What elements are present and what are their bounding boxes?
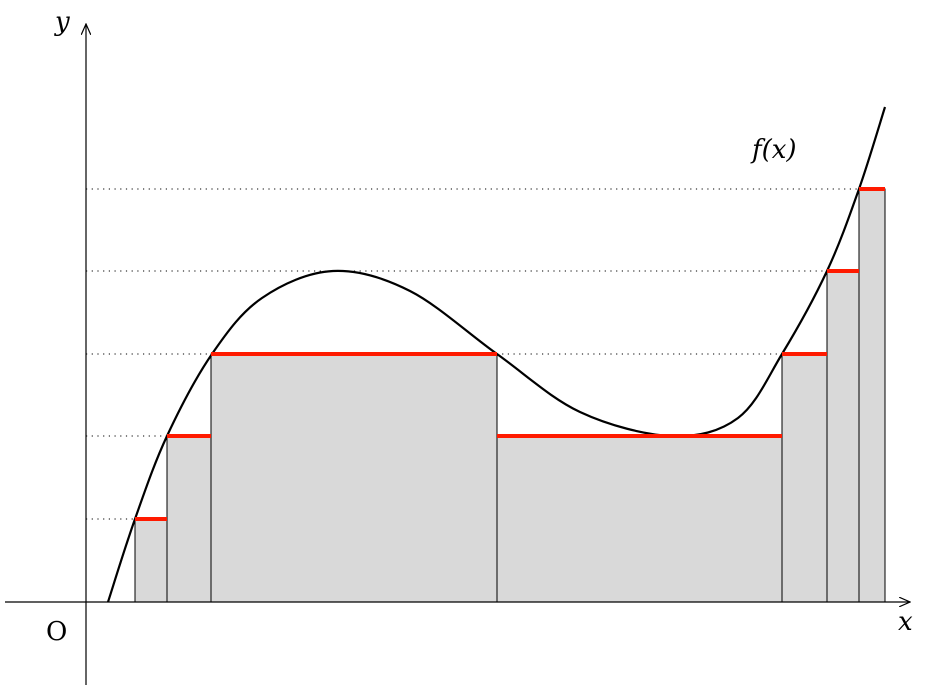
y-axis-label: y (54, 7, 70, 37)
level-rectangle (166, 435, 212, 603)
level-rectangle (781, 353, 828, 603)
level-rectangle (496, 435, 783, 603)
function-label: f(x) (750, 135, 797, 165)
level-rectangle (210, 353, 498, 603)
level-lines (135, 187, 885, 521)
level-rectangles (134, 188, 886, 603)
level-rectangle (826, 270, 860, 603)
x-axis-label: x (898, 607, 913, 637)
origin-label: O (46, 617, 67, 647)
level-rectangle (134, 518, 168, 603)
level-rectangle (858, 188, 886, 603)
